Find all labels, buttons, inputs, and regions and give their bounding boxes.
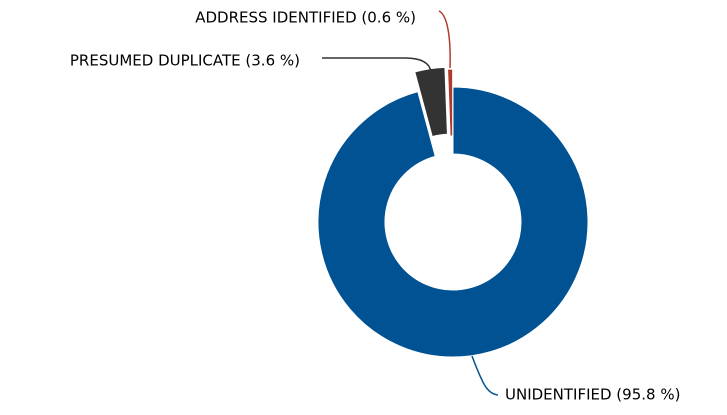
slice-label: PRESUMED DUPLICATE (3.6 %) [70,52,300,70]
donut-slice [317,86,589,358]
leader-line [471,355,499,396]
donut-slice [447,68,454,137]
slice-label: ADDRESS IDENTIFIED (0.6 %) [195,9,416,27]
donut-slice [414,66,448,138]
leader-line [438,10,451,69]
leader-line [322,57,432,73]
slice-label: UNIDENTIFIED (95.8 %) [505,386,680,404]
